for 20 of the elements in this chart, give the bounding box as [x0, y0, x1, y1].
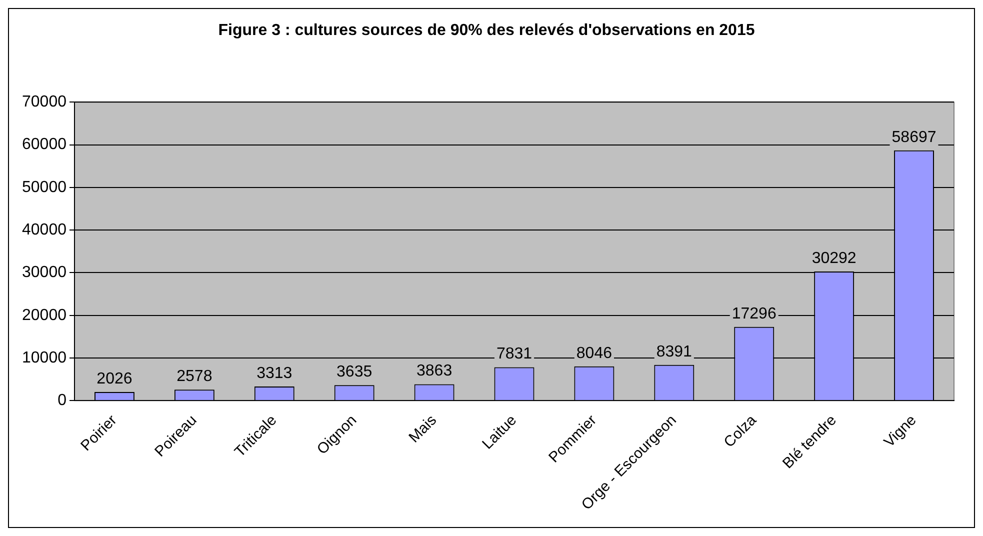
- y-tick-label: 0: [58, 392, 67, 410]
- y-tick-label: 30000: [22, 264, 67, 282]
- data-label: 17296: [732, 305, 776, 322]
- data-label: 30292: [812, 250, 856, 267]
- data-label: 58697: [892, 128, 936, 146]
- y-tick-label: 70000: [22, 94, 67, 111]
- y-tick-label: 60000: [22, 136, 67, 154]
- data-label: 2578: [176, 368, 212, 386]
- y-tick-label: 50000: [22, 178, 67, 196]
- data-label: 8391: [656, 343, 692, 360]
- data-label: 2026: [96, 370, 132, 388]
- chart-title: Figure 3 : cultures sources de 90% des relevés d'observations en 2015: [218, 22, 755, 40]
- data-label: 3313: [256, 364, 292, 382]
- data-label: 8046: [576, 344, 612, 362]
- y-tick-label: 40000: [22, 222, 67, 239]
- data-label: 3635: [336, 364, 372, 381]
- y-tick-label: 20000: [22, 306, 67, 324]
- data-label: 7831: [496, 346, 532, 363]
- data-label: 3863: [416, 362, 452, 380]
- y-tick-label: 10000: [22, 349, 67, 366]
